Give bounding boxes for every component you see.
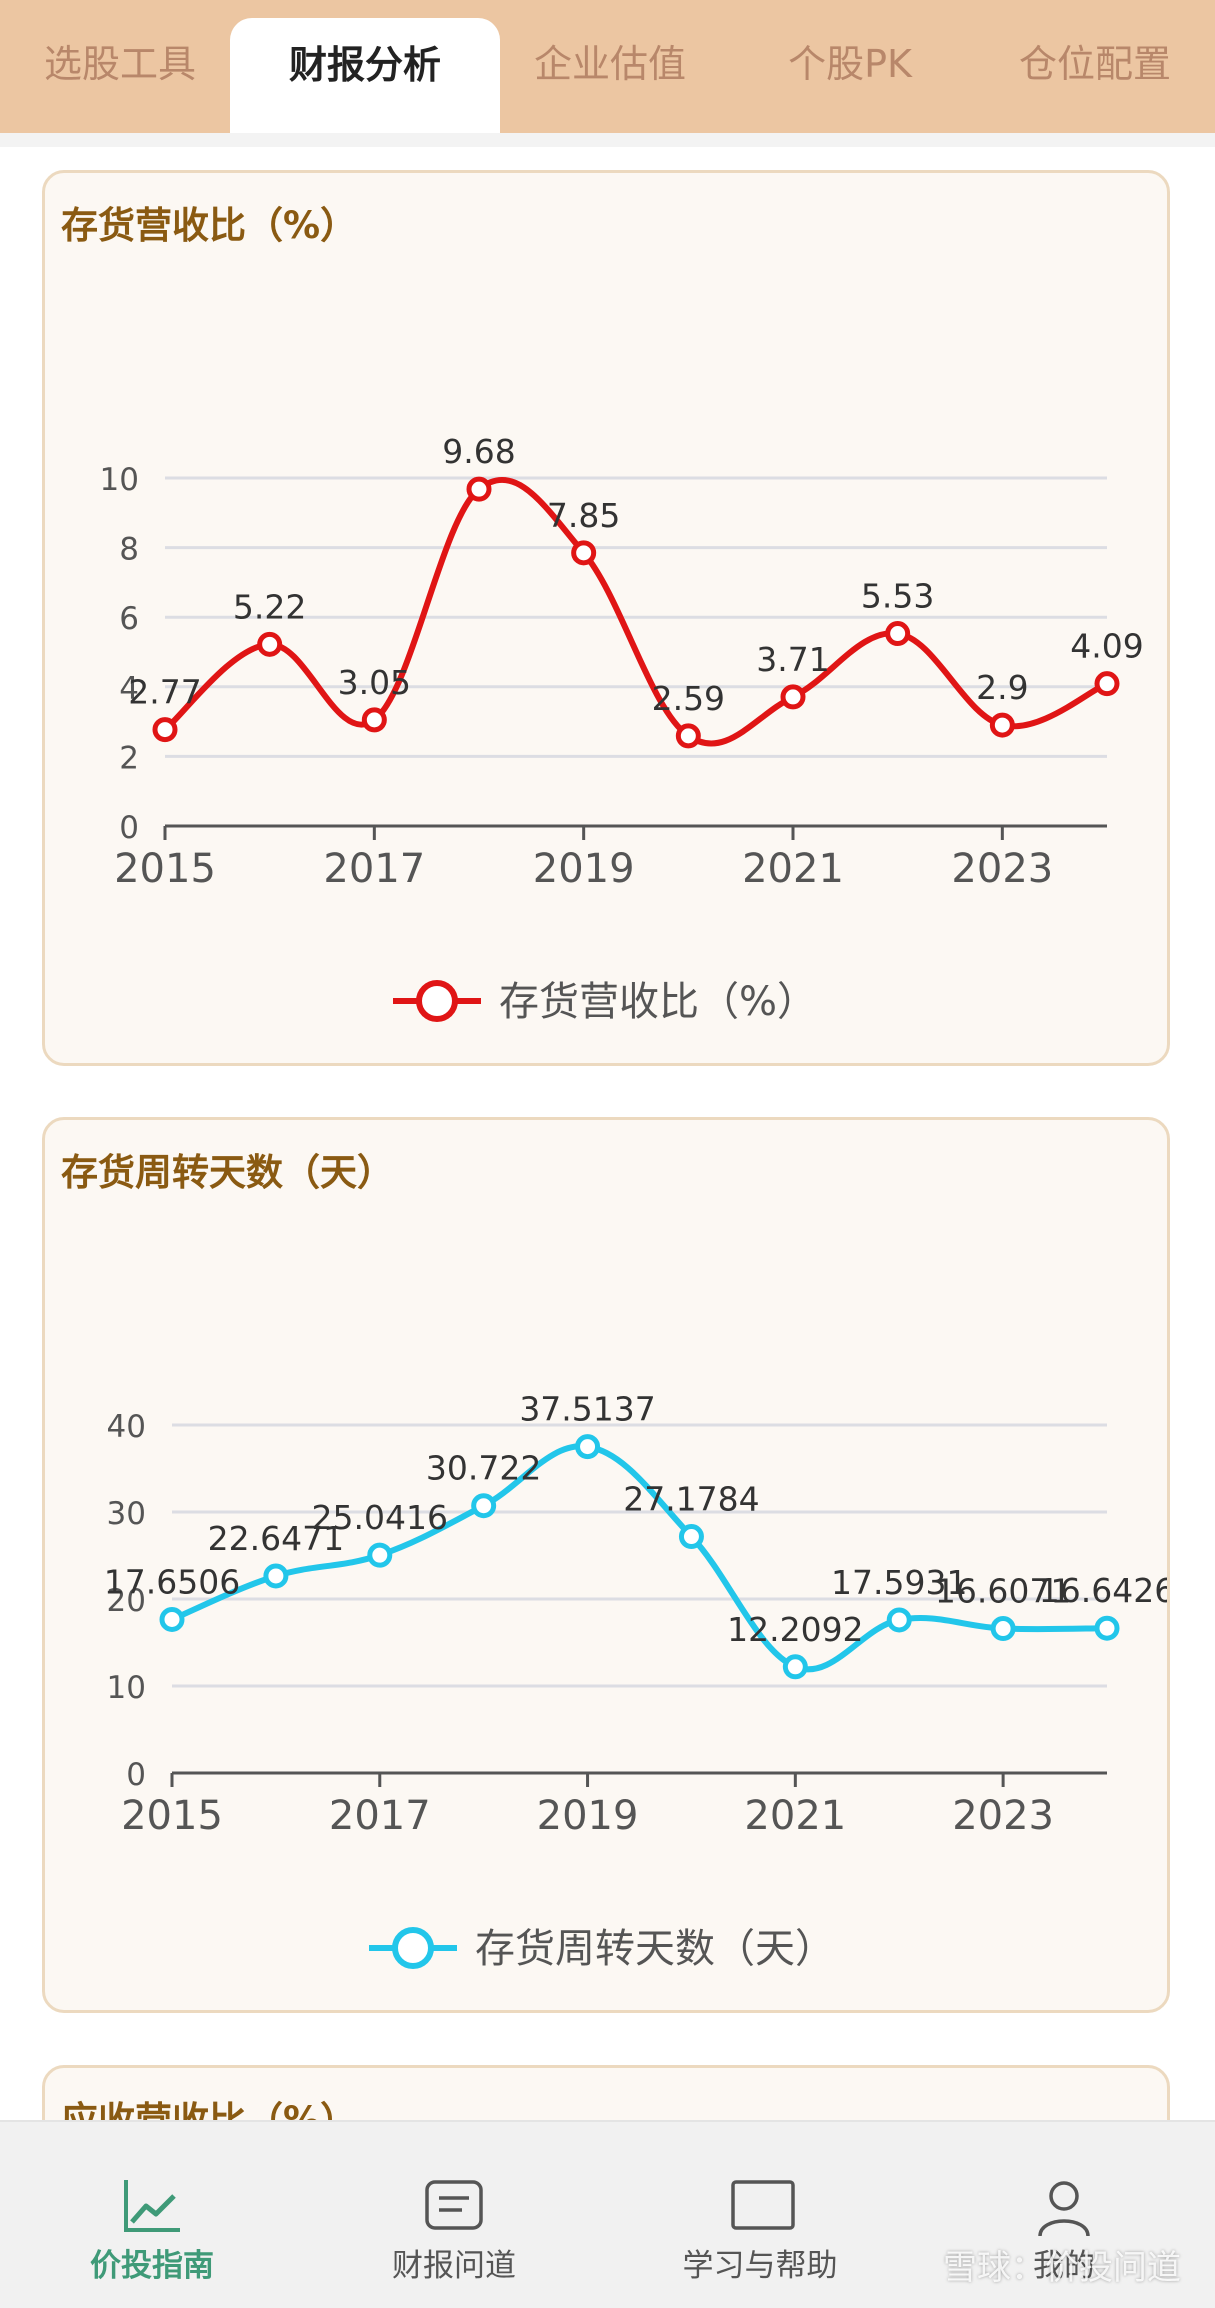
y-tick-label: 30: [107, 1496, 146, 1532]
data-point[interactable]: [575, 1434, 601, 1460]
data-label: 2.77: [128, 673, 201, 712]
data-point[interactable]: [152, 717, 178, 743]
legend-label[interactable]: 存货营收比（%）: [499, 979, 817, 1025]
tab-financial-analysis[interactable]: 财报分析: [230, 18, 500, 133]
y-tick-label: 8: [119, 532, 139, 568]
data-point[interactable]: [367, 1542, 393, 1568]
series-line: [170, 1443, 1108, 1673]
data-point[interactable]: [1094, 1615, 1120, 1641]
top-tab-bar: 选股工具 财报分析 企业估值 个股PK 仓位配置: [0, 0, 1215, 133]
data-label: 37.5137: [519, 1390, 655, 1429]
chart-card-inventory-revenue: 存货营收比（%） 0 2 4 6 8 10 2015 2017 2019 2021 2023 2.77…: [42, 170, 1170, 1066]
document-icon: [425, 2180, 483, 2230]
chart-card-inventory-turnover: 存货周转天数（天） 0 10 20 30 40 2015 2017 2019 2021 2023 1…: [42, 1117, 1170, 2013]
data-point[interactable]: [780, 684, 806, 710]
inventory-revenue-chart: 0 2 4 6 8 10 2015 2017 2019 2021 2023 2.77 5.22 3.05 9…: [100, 432, 1144, 1025]
data-label: 2.9: [976, 668, 1028, 707]
data-point[interactable]: [257, 631, 283, 657]
y-tick-label: 20: [107, 1583, 146, 1619]
data-label: 16.6426: [1039, 1571, 1170, 1610]
divider: [0, 133, 1215, 147]
data-label: 17.5931: [831, 1563, 967, 1602]
series-line: [163, 476, 1109, 747]
nav-financial-qa[interactable]: 财报问道: [334, 2122, 574, 2308]
data-label: 22.6471: [208, 1519, 344, 1558]
data-label: 16.6071: [935, 1572, 1071, 1611]
y-tick-label: 40: [107, 1409, 146, 1445]
tab-stock-pk[interactable]: 个股PK: [788, 42, 912, 86]
x-tick-label: 2019: [537, 1793, 639, 1839]
nav-label: 财报问道: [392, 2248, 516, 2284]
nav-label: 我的: [1033, 2248, 1095, 2284]
data-label: 3.05: [338, 663, 411, 702]
data-point[interactable]: [886, 1607, 912, 1633]
data-point[interactable]: [263, 1563, 289, 1589]
data-point[interactable]: [471, 1493, 497, 1519]
x-tick-label: 2017: [323, 846, 425, 892]
data-point[interactable]: [989, 712, 1015, 738]
tab-position[interactable]: 仓位配置: [1018, 42, 1171, 86]
x-tick-label: 2023: [951, 846, 1053, 892]
data-label: 5.22: [233, 587, 306, 626]
legend-label[interactable]: 存货周转天数（天）: [475, 1926, 835, 1972]
data-label: 9.68: [442, 432, 515, 471]
trend-chart-icon: [124, 2180, 180, 2232]
data-point[interactable]: [678, 1524, 704, 1550]
bottom-nav: 价投指南 财报问道 学习与帮助 我的: [0, 2120, 1215, 2308]
data-label: 5.53: [861, 577, 934, 616]
data-point[interactable]: [782, 1654, 808, 1680]
data-point[interactable]: [675, 723, 701, 749]
data-label: 30.722: [426, 1449, 541, 1488]
data-point[interactable]: [885, 621, 911, 647]
tab-stock-picker[interactable]: 选股工具: [43, 42, 196, 86]
y-tick-label: 6: [119, 601, 139, 637]
data-label: 27.1784: [623, 1480, 759, 1519]
x-tick-label: 2015: [121, 1793, 223, 1839]
data-point[interactable]: [466, 476, 492, 502]
card-title: 存货营收比（%）: [61, 204, 358, 247]
x-tick-label: 2021: [744, 1793, 846, 1839]
watermark: 雪球：价投问道: [943, 2248, 1181, 2288]
data-label: 7.85: [547, 496, 620, 535]
nav-profile[interactable]: 我的: [944, 2122, 1184, 2308]
nav-label: 学习与帮助: [682, 2248, 838, 2284]
data-point[interactable]: [361, 707, 387, 733]
data-point[interactable]: [159, 1606, 185, 1632]
x-tick-label: 2023: [952, 1793, 1054, 1839]
data-label: 3.71: [756, 640, 829, 679]
data-point[interactable]: [990, 1616, 1016, 1642]
data-label: 17.6506: [104, 1562, 240, 1601]
data-point[interactable]: [1094, 671, 1120, 697]
data-label: 25.0416: [312, 1498, 448, 1537]
y-tick-label: 2: [119, 740, 139, 776]
y-tick-label: 0: [126, 1757, 146, 1793]
nav-label: 价投指南: [90, 2248, 214, 2284]
y-tick-label: 4: [119, 671, 139, 707]
x-tick-label: 2015: [114, 846, 216, 892]
x-tick-label: 2021: [742, 846, 844, 892]
data-label: 12.2092: [727, 1610, 863, 1649]
legend-marker: [416, 980, 458, 1022]
data-point[interactable]: [571, 540, 597, 566]
inventory-turnover-chart: 0 10 20 30 40 2015 2017 2019 2021 2023 17.6506 22.6…: [104, 1390, 1170, 1972]
tab-valuation[interactable]: 企业估值: [533, 42, 686, 86]
nav-learning-help[interactable]: 学习与帮助: [640, 2122, 880, 2308]
data-label: 2.59: [652, 679, 725, 718]
y-tick-label: 0: [119, 810, 139, 846]
x-tick-label: 2019: [533, 846, 635, 892]
y-tick-label: 10: [107, 1670, 146, 1706]
card-title: 存货周转天数（天）: [61, 1151, 394, 1194]
book-icon: [731, 2180, 795, 2230]
legend-marker: [392, 1927, 434, 1969]
nav-value-investing-guide[interactable]: 价投指南: [32, 2122, 272, 2308]
data-label: 4.09: [1070, 627, 1143, 666]
x-tick-label: 2017: [329, 1793, 431, 1839]
user-icon: [1038, 2181, 1090, 2237]
y-tick-label: 10: [100, 462, 139, 498]
